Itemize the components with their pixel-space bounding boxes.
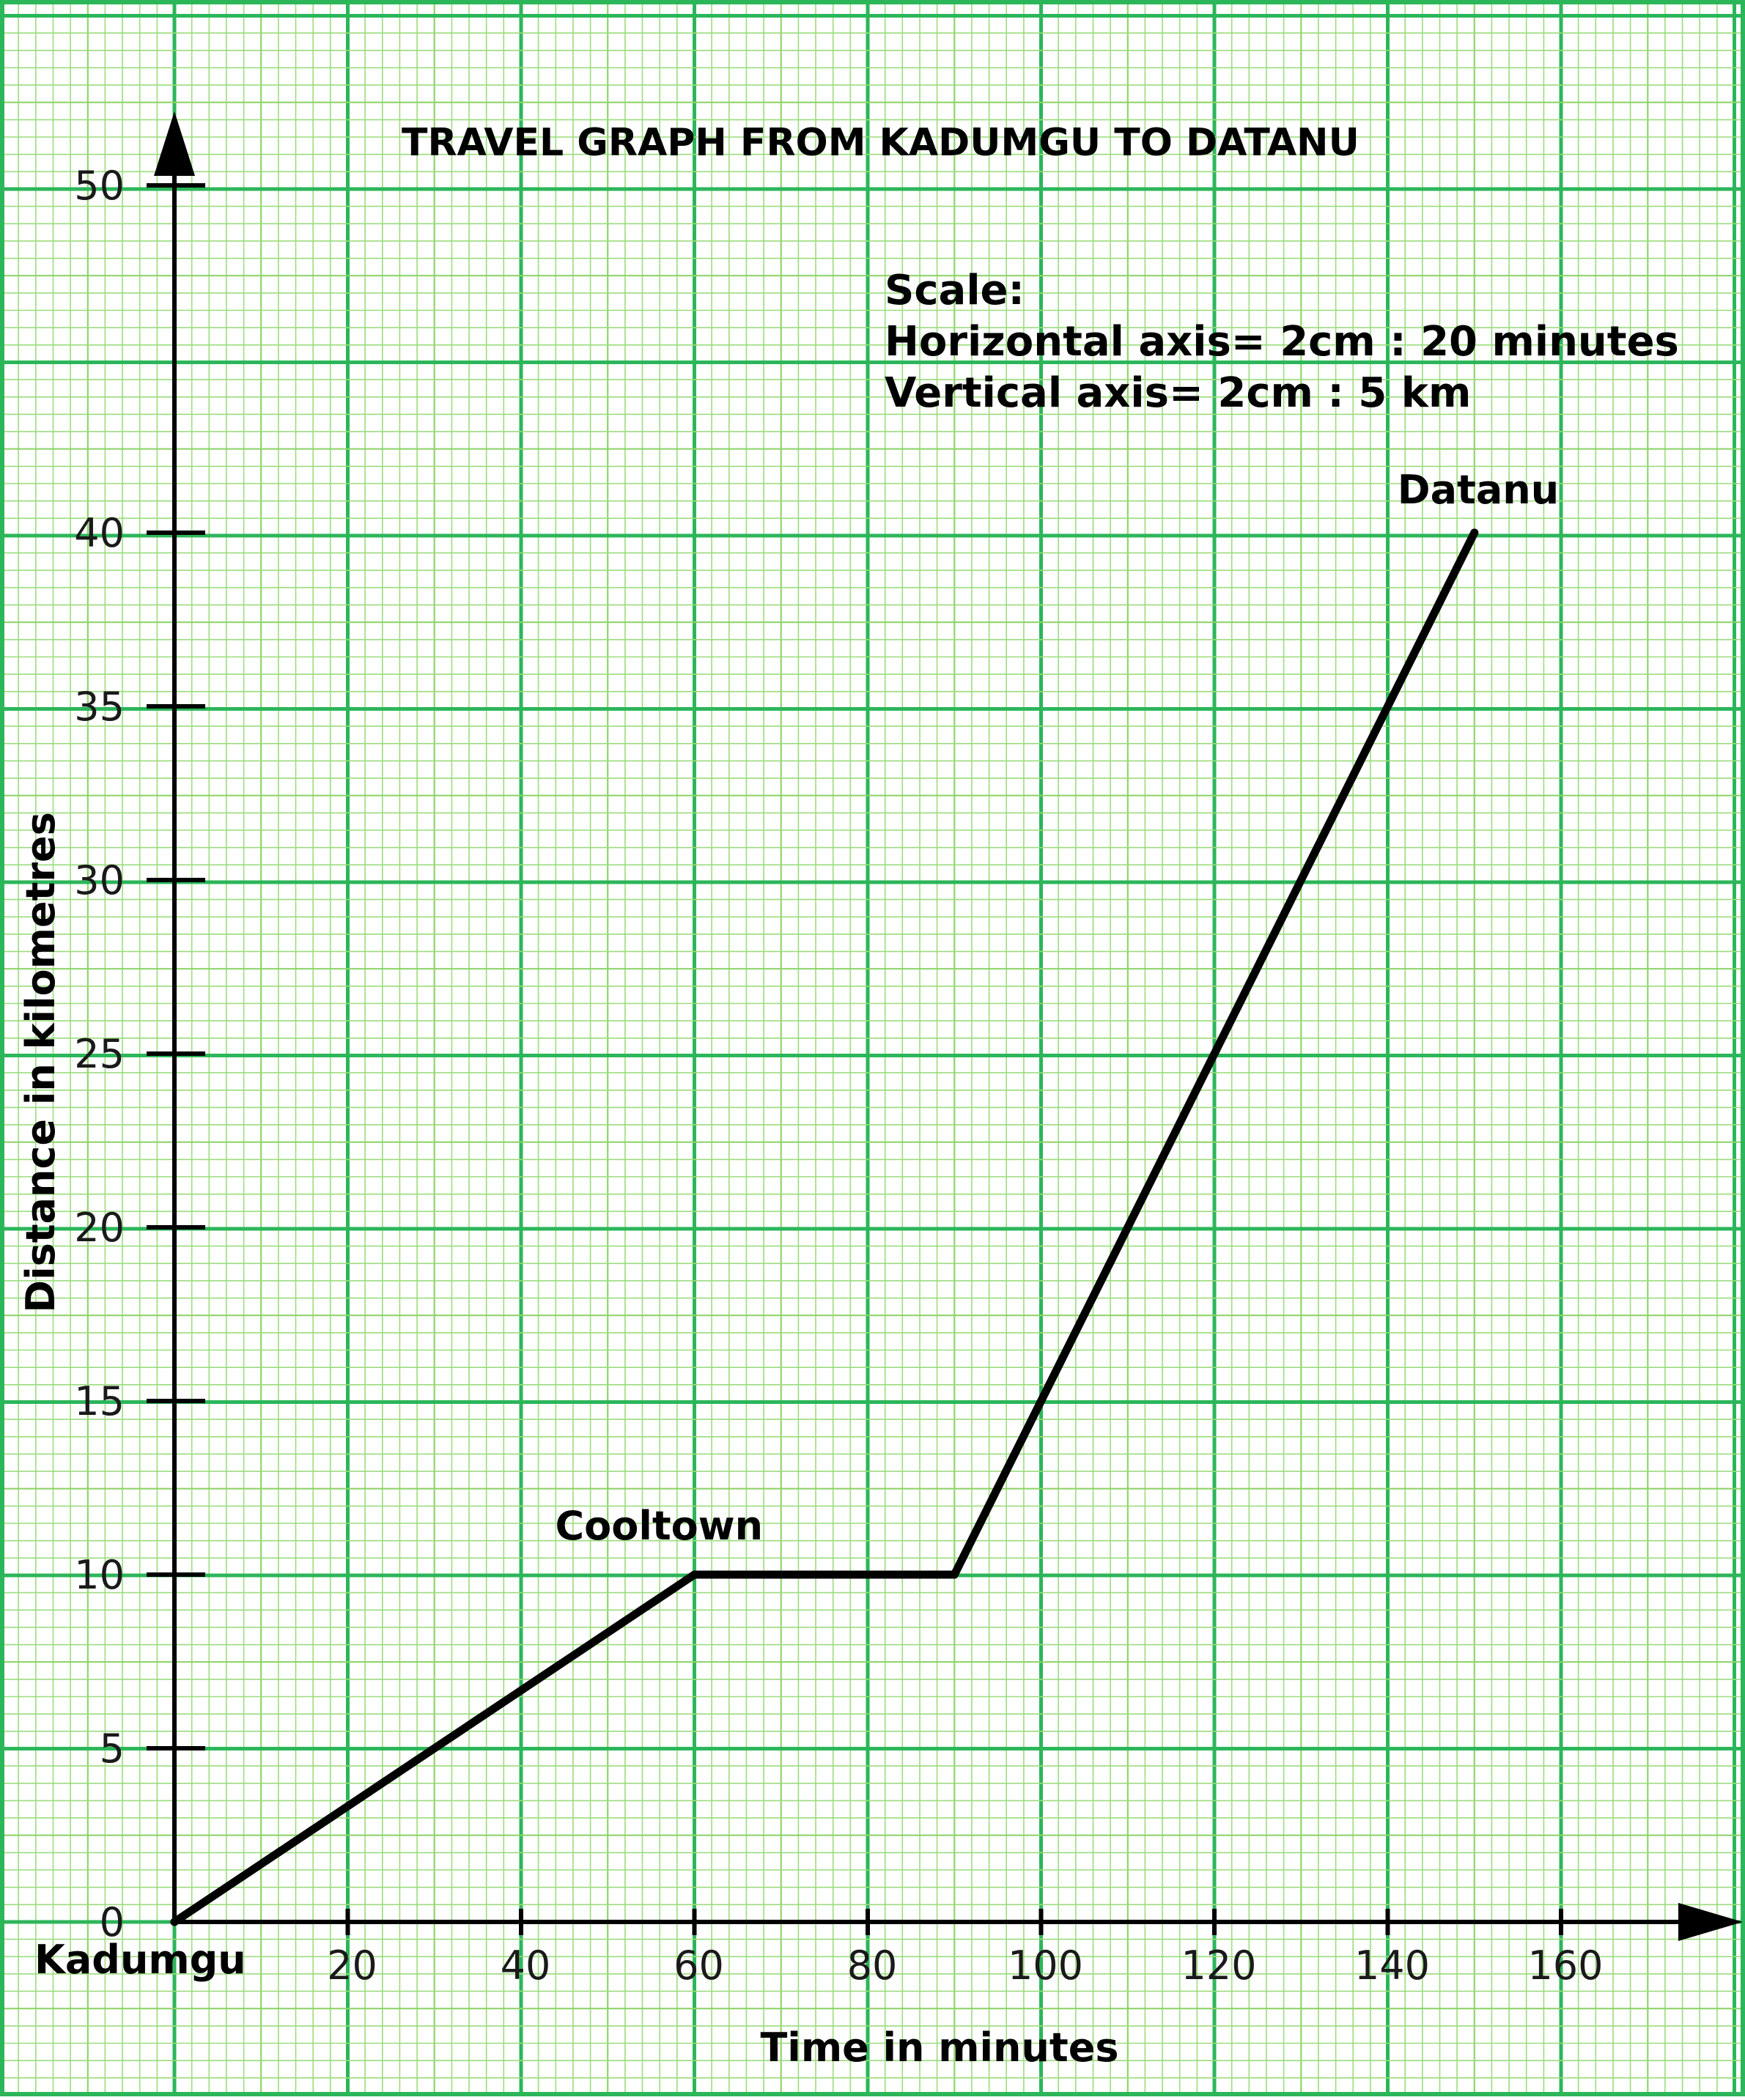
x-tick-label: 100 bbox=[1008, 1942, 1083, 1989]
data-point bbox=[170, 1918, 179, 1926]
chart-title: TRAVEL GRAPH FROM KADUMGU TO DATANU bbox=[402, 121, 1360, 165]
x-tick-label: 40 bbox=[501, 1942, 551, 1989]
x-tick-label: 20 bbox=[327, 1942, 377, 1989]
annotations: Cooltown Datanu bbox=[556, 467, 1560, 1549]
y-tick-label: 30 bbox=[74, 857, 125, 903]
y-tick-label: 0 bbox=[100, 1899, 125, 1945]
y-tick-label: 40 bbox=[74, 510, 125, 556]
scale-heading: Scale: bbox=[885, 267, 1025, 314]
y-axis-ticks: 0 5 10 15 20 25 30 35 40 50 bbox=[74, 163, 205, 1945]
y-axis-label: Distance in kilometres bbox=[18, 812, 64, 1313]
x-tick-label: 120 bbox=[1181, 1942, 1256, 1989]
y-axis-arrow-icon bbox=[154, 111, 195, 176]
scale-legend: Scale: Horizontal axis= 2cm : 20 minutes… bbox=[885, 267, 1679, 417]
scale-horizontal: Horizontal axis= 2cm : 20 minutes bbox=[885, 318, 1679, 366]
x-tick-label: 80 bbox=[847, 1942, 898, 1989]
data-point bbox=[950, 1570, 959, 1579]
x-axis-ticks: 20 40 60 80 100 120 140 160 bbox=[327, 1909, 1604, 1989]
series-line-journey bbox=[170, 528, 1479, 1926]
y-tick-label: 15 bbox=[74, 1378, 125, 1424]
point-label-cooltown: Cooltown bbox=[556, 1503, 764, 1549]
y-tick-label: 10 bbox=[74, 1552, 125, 1598]
y-tick-label: 25 bbox=[74, 1031, 125, 1077]
y-tick-label: 35 bbox=[74, 684, 125, 730]
data-point bbox=[690, 1570, 698, 1579]
point-label-datanu: Datanu bbox=[1398, 467, 1559, 513]
x-tick-label: 140 bbox=[1354, 1942, 1430, 1989]
y-tick-label: 50 bbox=[74, 163, 125, 209]
series-group bbox=[170, 528, 1479, 1926]
x-axis-label: Time in minutes bbox=[760, 2025, 1118, 2071]
y-tick-label: 5 bbox=[100, 1726, 125, 1772]
x-tick-label: 60 bbox=[674, 1942, 724, 1989]
data-point bbox=[1470, 528, 1479, 537]
x-axis-arrow-icon bbox=[1678, 1903, 1743, 1941]
x-tick-label: 160 bbox=[1527, 1942, 1603, 1989]
origin-label: Kadumgu bbox=[34, 1937, 246, 1983]
axes bbox=[154, 111, 1743, 1941]
scale-vertical: Vertical axis= 2cm : 5 km bbox=[885, 369, 1471, 417]
y-tick-label: 20 bbox=[74, 1205, 125, 1251]
